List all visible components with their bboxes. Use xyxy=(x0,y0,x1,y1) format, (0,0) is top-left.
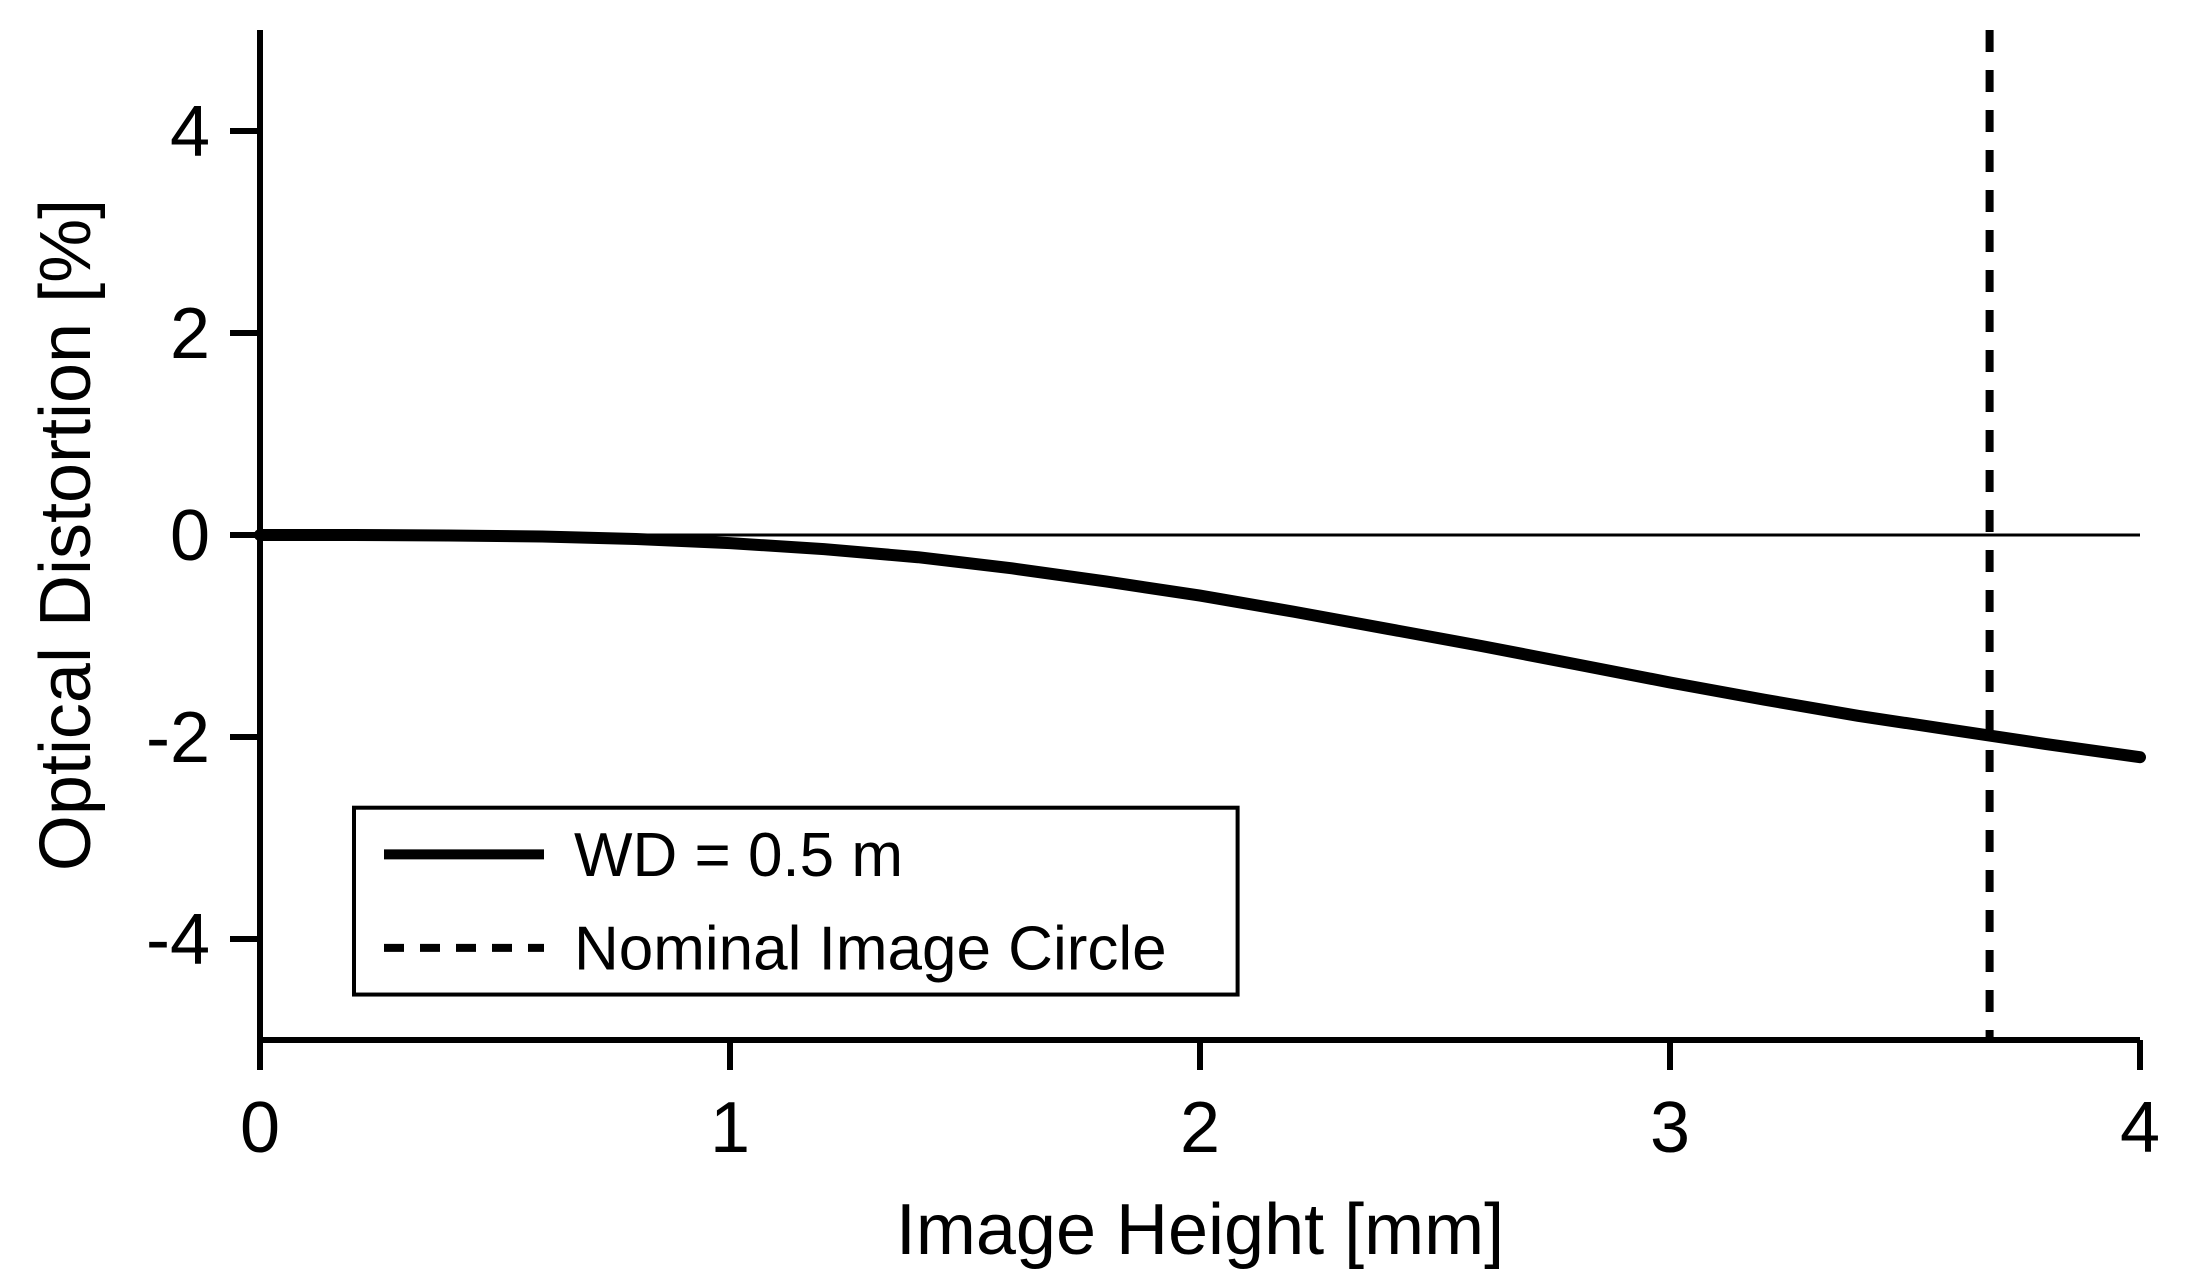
legend-item-label: WD = 0.5 m xyxy=(574,821,903,890)
x-tick-label: 4 xyxy=(2120,1088,2160,1168)
legend-item-label: Nominal Image Circle xyxy=(574,915,1167,984)
y-axis-label: Optical Distortion [%] xyxy=(26,199,106,871)
y-tick-label: -4 xyxy=(146,900,210,980)
x-tick-label: 1 xyxy=(710,1088,750,1168)
y-tick-label: 2 xyxy=(170,294,210,374)
distortion-chart: 0 1 2 3 4 -4 -2 0 2 4 Image Height [mm] Optical Dis… xyxy=(0,0,2201,1275)
y-tick-label: 4 xyxy=(170,92,210,172)
y-tick-label: -2 xyxy=(146,698,210,778)
x-tick-label: 0 xyxy=(240,1088,280,1168)
x-axis-label: Image Height [mm] xyxy=(896,1190,1504,1270)
x-tick-label: 2 xyxy=(1180,1088,1220,1168)
x-tick-label: 3 xyxy=(1650,1088,1690,1168)
y-tick-label: 0 xyxy=(170,496,210,576)
